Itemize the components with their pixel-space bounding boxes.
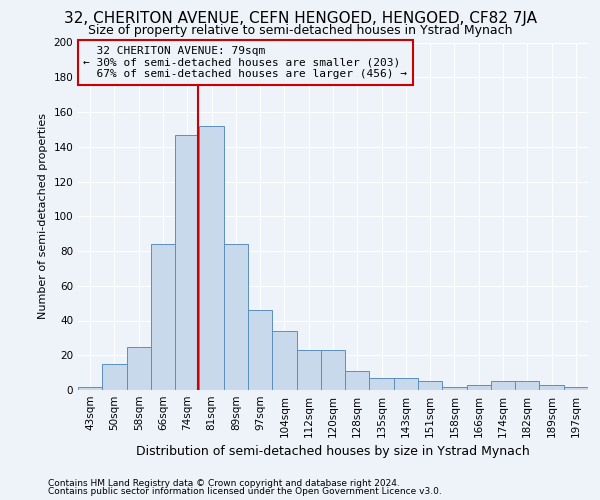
Bar xyxy=(321,350,345,390)
X-axis label: Distribution of semi-detached houses by size in Ystrad Mynach: Distribution of semi-detached houses by … xyxy=(136,446,530,458)
Bar xyxy=(78,386,102,390)
Bar xyxy=(491,382,515,390)
Bar xyxy=(102,364,127,390)
Bar xyxy=(151,244,175,390)
Bar xyxy=(345,371,370,390)
Bar xyxy=(248,310,272,390)
Y-axis label: Number of semi-detached properties: Number of semi-detached properties xyxy=(38,114,48,320)
Bar xyxy=(467,385,491,390)
Text: Contains public sector information licensed under the Open Government Licence v3: Contains public sector information licen… xyxy=(48,487,442,496)
Bar xyxy=(175,134,199,390)
Bar xyxy=(539,385,564,390)
Bar xyxy=(272,331,296,390)
Bar xyxy=(418,382,442,390)
Text: Size of property relative to semi-detached houses in Ystrad Mynach: Size of property relative to semi-detach… xyxy=(88,24,512,37)
Bar xyxy=(224,244,248,390)
Bar xyxy=(127,346,151,390)
Bar xyxy=(515,382,539,390)
Text: Contains HM Land Registry data © Crown copyright and database right 2024.: Contains HM Land Registry data © Crown c… xyxy=(48,478,400,488)
Bar xyxy=(199,126,224,390)
Text: 32 CHERITON AVENUE: 79sqm
← 30% of semi-detached houses are smaller (203)
  67% : 32 CHERITON AVENUE: 79sqm ← 30% of semi-… xyxy=(83,46,407,79)
Bar xyxy=(564,386,588,390)
Text: 32, CHERITON AVENUE, CEFN HENGOED, HENGOED, CF82 7JA: 32, CHERITON AVENUE, CEFN HENGOED, HENGO… xyxy=(64,11,536,26)
Bar xyxy=(394,378,418,390)
Bar xyxy=(442,386,467,390)
Bar xyxy=(370,378,394,390)
Bar xyxy=(296,350,321,390)
